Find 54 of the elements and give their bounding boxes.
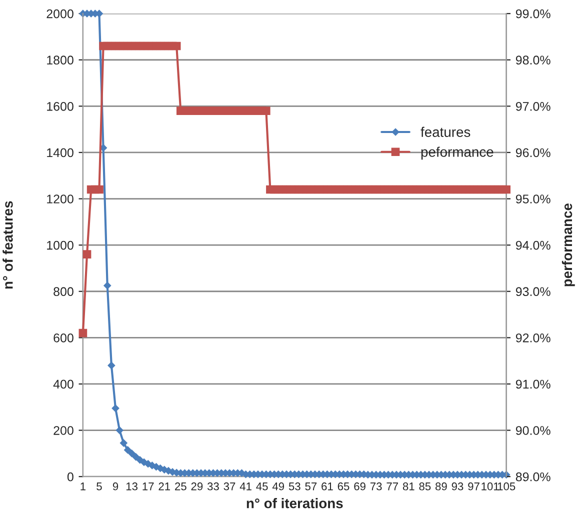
y-tick-label: 1200 <box>47 194 74 204</box>
x-tick-label: 9 <box>112 482 118 490</box>
y-tick-label: 1000 <box>47 240 74 250</box>
x-tick-label: 37 <box>224 482 236 490</box>
x-tick-label: 93 <box>452 482 464 490</box>
legend-label: features <box>420 126 470 137</box>
y2-tick-label: 92.0% <box>516 333 550 342</box>
x-tick-label: 61 <box>322 482 333 490</box>
y2-tick-label: 96.0% <box>516 148 550 158</box>
y-tick-label: 1600 <box>47 102 74 111</box>
x-tick-label: 25 <box>175 482 186 490</box>
y2-tick-label: 97.0% <box>516 102 550 111</box>
x-tick-label: 89 <box>436 482 447 490</box>
x-axis-title: n° of iterations <box>246 498 343 508</box>
x-tick-label: 101 <box>482 482 499 490</box>
x-tick-label: 85 <box>419 482 431 490</box>
x-tick-label: 53 <box>288 482 300 490</box>
x-tick-label: 81 <box>402 482 414 490</box>
y-tick-label: 0 <box>67 472 74 482</box>
y2-tick-label: 99.0% <box>516 9 550 18</box>
y-tick-label: 1400 <box>47 148 74 158</box>
y-tick-label: 600 <box>54 333 74 342</box>
x-tick-label: 105 <box>498 482 516 490</box>
x-tick-label: 65 <box>338 482 350 490</box>
x-tick-label: 29 <box>191 482 203 490</box>
x-tick-label: 45 <box>256 482 268 490</box>
x-tick-label: 69 <box>354 482 366 490</box>
y-tick-label: 400 <box>53 380 74 389</box>
x-tick-label: 73 <box>370 482 382 490</box>
y-tick-label: 800 <box>54 287 74 296</box>
y-tick-label: 200 <box>54 426 74 435</box>
x-tick-label: 17 <box>142 482 154 490</box>
y2-tick-label: 95.0% <box>516 194 550 204</box>
x-tick-label: 41 <box>240 482 252 490</box>
x-tick-label: 1 <box>80 482 86 490</box>
x-tick-label: 97 <box>468 482 480 490</box>
x-tick-label: 13 <box>126 482 138 490</box>
y-tick-label: 2000 <box>46 9 74 18</box>
x-tick-label: 77 <box>386 482 398 490</box>
y2-tick-label: 98.0% <box>516 56 550 65</box>
x-tick-label: 49 <box>272 482 284 490</box>
x-tick-label: 5 <box>96 482 102 490</box>
x-tick-label: 21 <box>158 482 170 490</box>
y-axis-title: n° of features <box>2 201 13 289</box>
y-tick-label: 1800 <box>47 56 74 65</box>
y2-axis-title: performance <box>562 203 575 286</box>
y2-tick-label: 94.0% <box>516 240 550 250</box>
legend-label: peformance <box>421 146 494 160</box>
x-tick-label: 57 <box>305 482 317 490</box>
x-tick-label: 33 <box>207 482 219 490</box>
y2-tick-label: 90.0% <box>516 426 550 435</box>
y2-tick-label: 89.0% <box>516 472 550 482</box>
y2-tick-label: 91.0% <box>516 380 550 389</box>
y2-tick-label: 93.0% <box>516 287 550 296</box>
